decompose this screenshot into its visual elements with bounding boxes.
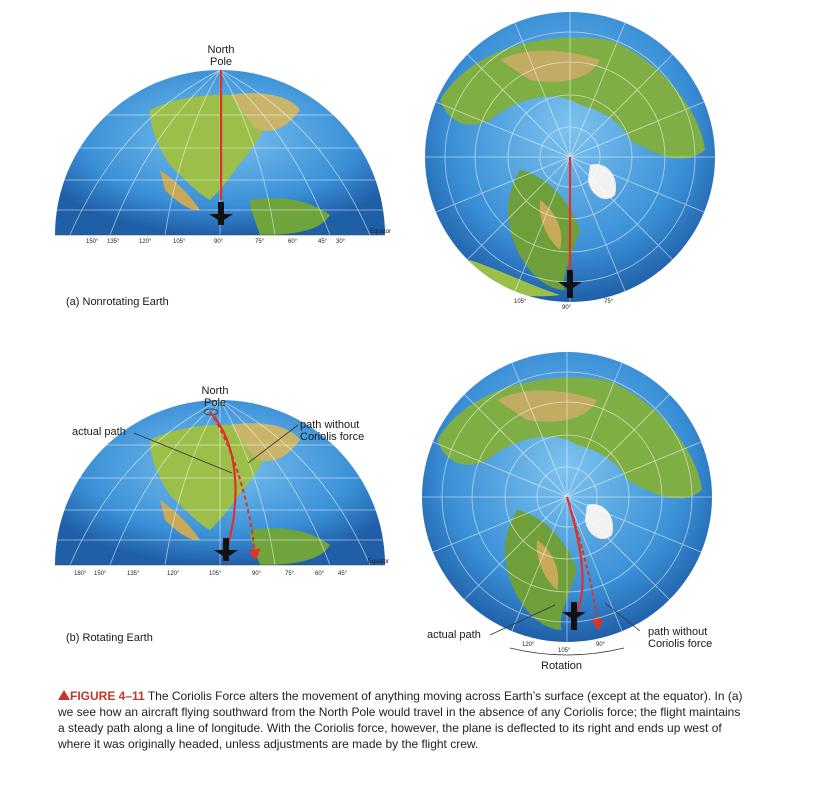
tick-a: 150° <box>86 239 99 245</box>
airplane-icon <box>562 602 586 630</box>
tick-b: 105° <box>209 571 222 577</box>
path-without-label: path without Coriolis force <box>300 419 364 443</box>
rotation-label: Rotation <box>541 660 582 672</box>
polar-path-without-label: path without Coriolis force <box>648 626 712 650</box>
equator-label-b: Equator <box>368 559 390 565</box>
tick-a: 30° <box>336 239 346 245</box>
polar-tick-b: 105° <box>558 648 571 654</box>
figure-caption: FIGURE 4–11 The Coriolis Force alters th… <box>58 688 748 752</box>
tick-b: 45° <box>338 571 348 577</box>
tick-a: 60° <box>288 239 298 245</box>
polar-path-without-line1: path without <box>648 626 708 638</box>
caption-triangle-icon <box>58 690 70 700</box>
airplane-icon <box>558 270 582 298</box>
nonrotating-polar-globe <box>425 12 715 302</box>
rotating-hemisphere <box>55 400 385 566</box>
panel-b-label: (b) Rotating Earth <box>66 632 153 644</box>
panel-a-label: (a) Nonrotating Earth <box>66 296 169 308</box>
caption-text: The Coriolis Force alters the movement o… <box>58 689 743 751</box>
polar-tick-b: 120° <box>522 642 535 648</box>
tick-b: 90° <box>252 571 262 577</box>
tick-b: 75° <box>285 571 295 577</box>
polar-actual-path-label: actual path <box>427 629 481 641</box>
north-pole-line1: North <box>207 44 235 56</box>
equator-label-a: Equator <box>370 229 392 235</box>
north-pole-label-b: North Pole <box>192 385 238 409</box>
path-without-line2: Coriolis force <box>300 431 365 443</box>
tick-b: 120° <box>167 571 180 577</box>
tick-a: 75° <box>255 239 265 245</box>
actual-path-label: actual path <box>72 426 126 438</box>
polar-tick-b: 90° <box>596 642 606 648</box>
airplane-icon <box>214 538 238 561</box>
rotating-polar-globe <box>422 352 712 656</box>
north-pole-line2: Pole <box>203 397 227 409</box>
polar-path-without-line2: Coriolis force <box>648 638 713 650</box>
tick-b: 150° <box>94 571 107 577</box>
airplane-icon <box>209 202 233 225</box>
tick-a: 135° <box>107 239 120 245</box>
tick-a: 45° <box>318 239 328 245</box>
tick-b: 60° <box>315 571 325 577</box>
figure-number: FIGURE 4–11 <box>70 689 145 703</box>
tick-b: 135° <box>127 571 140 577</box>
north-pole-line1: North <box>201 385 229 397</box>
polar-tick-a: 105° <box>514 299 527 305</box>
tick-b: 180° <box>74 571 87 577</box>
nonrotating-hemisphere <box>55 70 385 236</box>
north-pole-line2: Pole <box>209 56 233 68</box>
path-without-line1: path without <box>300 419 360 431</box>
tick-a: 105° <box>173 239 186 245</box>
tick-a: 90° <box>214 239 224 245</box>
north-pole-label-a: North Pole <box>198 44 244 68</box>
polar-tick-a: 90° <box>562 305 572 311</box>
tick-a: 120° <box>139 239 152 245</box>
polar-tick-a: 75° <box>604 299 614 305</box>
